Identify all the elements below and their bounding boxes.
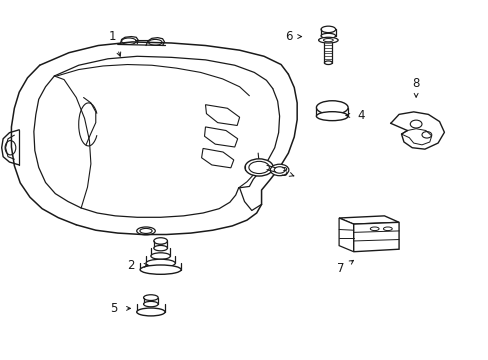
Ellipse shape	[324, 61, 331, 64]
Ellipse shape	[154, 238, 167, 244]
Ellipse shape	[316, 112, 347, 121]
Text: 2: 2	[127, 259, 135, 272]
Ellipse shape	[143, 301, 158, 307]
Polygon shape	[353, 222, 398, 252]
Text: 8: 8	[411, 77, 419, 90]
Ellipse shape	[318, 37, 337, 43]
Text: 6: 6	[284, 30, 291, 43]
Text: 7: 7	[337, 262, 344, 275]
Ellipse shape	[316, 101, 347, 114]
Text: 5: 5	[110, 302, 117, 315]
Ellipse shape	[140, 265, 181, 274]
Ellipse shape	[151, 253, 170, 259]
Ellipse shape	[369, 227, 378, 230]
Text: 3: 3	[279, 166, 286, 179]
Ellipse shape	[321, 33, 335, 39]
Text: 4: 4	[357, 109, 365, 122]
Ellipse shape	[146, 259, 175, 267]
Text: 1: 1	[109, 30, 116, 43]
Ellipse shape	[270, 164, 288, 176]
Polygon shape	[338, 218, 353, 252]
Ellipse shape	[244, 159, 273, 176]
Polygon shape	[338, 216, 398, 224]
Ellipse shape	[137, 308, 164, 316]
Ellipse shape	[383, 227, 391, 230]
Ellipse shape	[321, 26, 335, 33]
Ellipse shape	[154, 246, 167, 251]
Ellipse shape	[143, 295, 158, 301]
